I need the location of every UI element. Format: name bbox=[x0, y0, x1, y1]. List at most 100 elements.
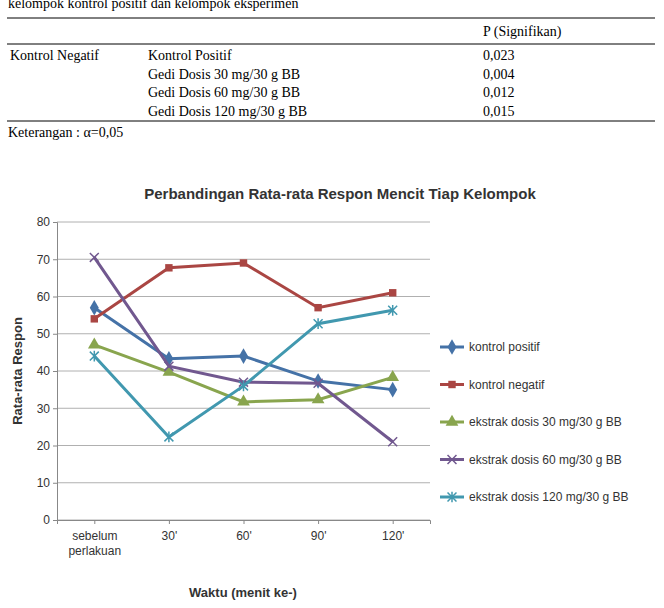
y-tick: 20 bbox=[37, 439, 57, 453]
x-tick: 60' bbox=[236, 520, 252, 543]
y-tick-label: 10 bbox=[37, 476, 51, 490]
table-cell: Kontrol Positif bbox=[148, 48, 232, 63]
table-cell: 0,012 bbox=[483, 85, 515, 100]
legend-marker bbox=[448, 455, 457, 464]
legend: kontrol positif kontrol negatif ekstrak do… bbox=[440, 339, 628, 504]
y-tick-mark bbox=[53, 408, 57, 409]
grid-line bbox=[57, 222, 430, 223]
table-caption: kelompok kontrol positif dan kelompok ek… bbox=[8, 0, 298, 11]
point bbox=[312, 392, 325, 403]
legend-label: kontrol positif bbox=[469, 340, 540, 354]
table-cell: Gedi Dosis 60 mg/30 g BB bbox=[148, 85, 300, 100]
legend-label: ekstrak dosis 30 mg/30 g BB bbox=[469, 415, 622, 429]
table-header: P (Signifikan) bbox=[483, 24, 562, 40]
y-tick-label: 30 bbox=[37, 402, 51, 416]
x-tick-label: 90' bbox=[311, 529, 327, 543]
grid-line bbox=[57, 371, 430, 372]
point bbox=[239, 348, 248, 364]
table-rule bbox=[7, 44, 655, 45]
y-tick: 50 bbox=[37, 327, 57, 341]
grid-line bbox=[57, 408, 430, 409]
x-axis-title: Waktu (menit ke-) bbox=[189, 585, 297, 600]
x-tick: 30' bbox=[162, 520, 178, 543]
legend-item: ekstrak dosis 60 mg/30 g BB bbox=[440, 453, 622, 467]
x-tick-label: 120' bbox=[382, 529, 404, 543]
y-tick-mark bbox=[53, 259, 57, 260]
y-axis: 0 10 20 30 40 50 60 70 80 bbox=[37, 215, 58, 527]
table-cell: 0,004 bbox=[483, 67, 515, 82]
series-line bbox=[94, 310, 392, 437]
legend-item: ekstrak dosis 120 mg/30 g BB bbox=[440, 490, 628, 504]
legend-item: kontrol positif bbox=[440, 339, 540, 355]
grid-line bbox=[57, 445, 430, 446]
table-row-group: Kontrol Negatif bbox=[10, 48, 99, 63]
y-tick-mark bbox=[53, 371, 57, 372]
y-tick-mark bbox=[53, 446, 57, 447]
series-line bbox=[94, 263, 392, 319]
y-tick: 30 bbox=[37, 402, 57, 416]
point bbox=[90, 253, 99, 262]
point bbox=[90, 351, 99, 362]
y-tick-mark bbox=[53, 483, 57, 484]
legend-marker bbox=[448, 339, 457, 355]
point bbox=[388, 382, 397, 398]
series-line bbox=[94, 345, 392, 402]
point bbox=[164, 362, 173, 371]
point bbox=[388, 437, 397, 446]
x-tick-label: sebelumperlakuan bbox=[68, 529, 121, 557]
table-cell: Gedi Dosis 30 mg/30 g BB bbox=[148, 67, 300, 82]
y-tick-label: 60 bbox=[37, 290, 51, 304]
point bbox=[90, 300, 99, 316]
y-tick-label: 0 bbox=[43, 513, 50, 527]
point bbox=[314, 318, 323, 329]
y-tick-mark bbox=[53, 222, 57, 223]
series-line bbox=[94, 308, 392, 390]
chart-title: Perbandingan Rata-rata Respon Mencit Tia… bbox=[144, 185, 536, 202]
legend-label: kontrol negatif bbox=[469, 378, 545, 392]
y-tick-label: 70 bbox=[37, 253, 51, 267]
legend-item: kontrol negatif bbox=[440, 378, 545, 392]
point bbox=[237, 395, 250, 406]
legend-marker bbox=[448, 492, 457, 503]
x-tick: 120' bbox=[382, 520, 404, 543]
x-tick-mark bbox=[169, 520, 170, 524]
y-tick-mark bbox=[53, 297, 57, 298]
point bbox=[314, 379, 323, 388]
y-tick-label: 50 bbox=[37, 327, 51, 341]
y-axis-line bbox=[53, 223, 58, 521]
x-tick-mark bbox=[244, 520, 245, 524]
point bbox=[388, 305, 397, 316]
table: kelompok kontrol positif dan kelompok ek… bbox=[7, 0, 655, 140]
legend-label: ekstrak dosis 60 mg/30 g BB bbox=[469, 453, 622, 467]
grid-line bbox=[57, 333, 430, 334]
legend-label: ekstrak dosis 120 mg/30 g BB bbox=[469, 490, 628, 504]
y-axis-title: Rata-rata Respon bbox=[10, 317, 25, 425]
y-tick: 40 bbox=[37, 364, 57, 378]
y-tick: 80 bbox=[37, 215, 57, 229]
x-tick: 90' bbox=[311, 520, 327, 543]
x-axis-line bbox=[58, 521, 431, 525]
series-line bbox=[94, 257, 392, 441]
point bbox=[165, 264, 172, 271]
point bbox=[88, 338, 101, 349]
x-axis: sebelumperlakuan 30' 60' 90' 120' bbox=[58, 520, 431, 558]
point bbox=[240, 259, 247, 266]
grid bbox=[57, 222, 430, 520]
point bbox=[314, 373, 323, 389]
grid-line bbox=[57, 482, 430, 483]
table-note: Keterangan : α=0,05 bbox=[8, 125, 123, 140]
point bbox=[314, 304, 321, 311]
x-tick-mark bbox=[318, 520, 319, 524]
y-tick-mark bbox=[53, 334, 57, 335]
x-tick-mark bbox=[94, 520, 95, 524]
x-tick-label: 30' bbox=[162, 529, 178, 543]
y-tick: 0 bbox=[43, 513, 57, 527]
table-rule bbox=[7, 121, 655, 122]
plot-area bbox=[88, 253, 399, 446]
y-tick-label: 20 bbox=[37, 439, 51, 453]
y-tick: 70 bbox=[37, 253, 57, 267]
point bbox=[389, 289, 396, 296]
y-tick: 60 bbox=[37, 290, 57, 304]
table-cell: Gedi Dosis 120 mg/30 g BB bbox=[148, 104, 307, 119]
legend-marker bbox=[448, 381, 455, 388]
